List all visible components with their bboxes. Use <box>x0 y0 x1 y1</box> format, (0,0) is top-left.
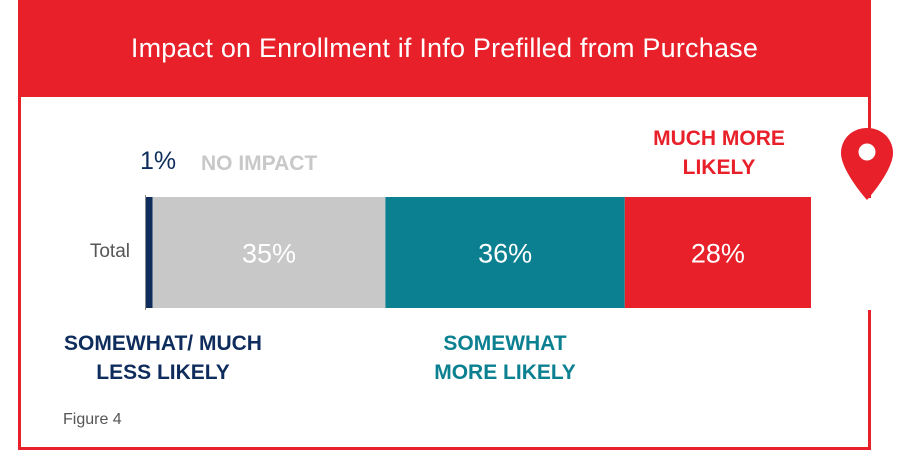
title-band: Impact on Enrollment if Info Prefilled f… <box>18 0 871 97</box>
bar-segment-1 <box>146 197 153 308</box>
somewhat-more-likely-label: SOMEWHAT MORE LIKELY <box>434 332 576 384</box>
chart-title: Impact on Enrollment if Info Prefilled f… <box>130 33 759 63</box>
bar-segment-3 <box>385 197 625 308</box>
no-impact-label: NO IMPACT <box>201 152 318 175</box>
bar-value-label-2: 35% <box>242 239 296 269</box>
much-more-likely-label: MUCH MORE LIKELY <box>653 127 785 179</box>
figure-caption: Figure 4 <box>63 411 122 428</box>
category-label-total: Total <box>89 241 130 262</box>
location-pin-icon <box>841 128 893 200</box>
less-likely-label: SOMEWHAT/ MUCH LESS LIKELY <box>64 332 262 384</box>
bar-segment-2 <box>152 197 386 308</box>
frame-gap <box>834 198 894 310</box>
less-likely-percent: 1% <box>140 147 177 175</box>
bar-segment-4 <box>624 197 811 308</box>
bar-value-label-4: 28% <box>691 239 745 269</box>
bar-value-label-3: 36% <box>478 239 532 269</box>
